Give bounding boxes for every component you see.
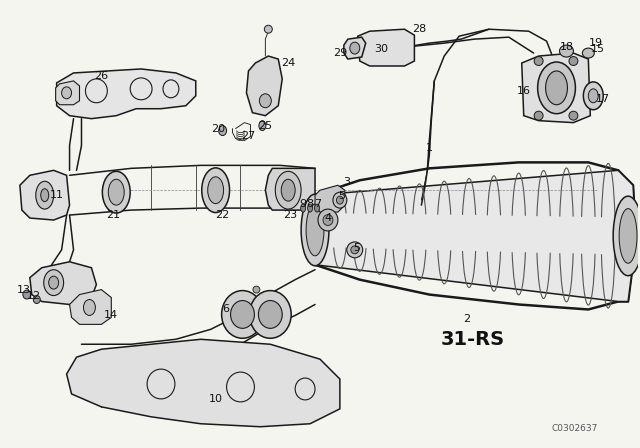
Polygon shape (20, 170, 70, 220)
Text: 25: 25 (259, 121, 273, 131)
Text: 7: 7 (314, 199, 321, 209)
Text: 11: 11 (50, 190, 63, 200)
Text: 6: 6 (222, 305, 229, 314)
Ellipse shape (306, 204, 324, 256)
Ellipse shape (202, 168, 230, 212)
Ellipse shape (534, 56, 543, 65)
Ellipse shape (583, 82, 604, 110)
Ellipse shape (582, 48, 595, 58)
Text: 29: 29 (333, 48, 347, 58)
Ellipse shape (308, 204, 312, 212)
Ellipse shape (350, 42, 360, 54)
Ellipse shape (102, 171, 130, 213)
Ellipse shape (108, 179, 124, 205)
Polygon shape (30, 262, 97, 305)
Ellipse shape (333, 192, 347, 208)
Text: 30: 30 (374, 44, 388, 54)
Ellipse shape (221, 291, 263, 338)
Ellipse shape (347, 242, 363, 258)
Polygon shape (522, 53, 590, 123)
Text: 31-RS: 31-RS (440, 330, 505, 349)
Text: 2: 2 (463, 314, 470, 324)
Ellipse shape (23, 290, 31, 299)
Ellipse shape (83, 300, 95, 315)
Ellipse shape (559, 45, 573, 57)
Text: 22: 22 (216, 210, 230, 220)
Ellipse shape (301, 204, 305, 212)
Text: 24: 24 (281, 58, 295, 68)
Text: C0302637: C0302637 (551, 424, 598, 433)
Ellipse shape (44, 270, 63, 296)
Ellipse shape (33, 296, 40, 303)
Ellipse shape (253, 286, 260, 293)
Ellipse shape (538, 62, 575, 114)
Ellipse shape (323, 215, 333, 225)
Ellipse shape (301, 194, 329, 266)
Text: 23: 23 (283, 210, 297, 220)
Polygon shape (315, 185, 345, 212)
Ellipse shape (49, 276, 59, 289)
Text: 19: 19 (589, 38, 604, 48)
Text: 18: 18 (559, 42, 573, 52)
Ellipse shape (250, 291, 291, 338)
Text: 17: 17 (596, 94, 611, 104)
Ellipse shape (619, 209, 637, 263)
Ellipse shape (569, 56, 578, 65)
Text: 28: 28 (412, 24, 426, 34)
Text: 12: 12 (27, 291, 41, 301)
Ellipse shape (275, 171, 301, 209)
Text: 27: 27 (241, 130, 255, 141)
Polygon shape (70, 289, 111, 324)
Polygon shape (67, 339, 340, 427)
Ellipse shape (569, 111, 578, 120)
Polygon shape (315, 170, 636, 302)
Text: 10: 10 (209, 394, 223, 404)
Text: 4: 4 (324, 213, 332, 223)
Text: 5: 5 (353, 243, 360, 253)
Text: 8: 8 (307, 199, 314, 209)
Ellipse shape (230, 301, 255, 328)
Polygon shape (56, 81, 79, 105)
Polygon shape (358, 29, 415, 66)
Ellipse shape (264, 25, 272, 33)
Ellipse shape (351, 246, 359, 254)
Text: 9: 9 (300, 199, 307, 209)
Ellipse shape (208, 177, 223, 204)
Ellipse shape (613, 196, 640, 276)
Polygon shape (57, 69, 196, 119)
Polygon shape (266, 168, 315, 210)
Text: 16: 16 (516, 86, 531, 96)
Ellipse shape (259, 94, 271, 108)
Text: 15: 15 (591, 44, 605, 54)
Text: 1: 1 (426, 143, 433, 154)
Ellipse shape (259, 301, 282, 328)
Text: 26: 26 (94, 71, 108, 81)
Ellipse shape (41, 189, 49, 202)
Ellipse shape (314, 204, 319, 212)
Text: 14: 14 (104, 310, 118, 320)
Ellipse shape (36, 181, 54, 209)
Ellipse shape (534, 111, 543, 120)
Text: 3: 3 (343, 177, 350, 187)
Polygon shape (246, 56, 282, 116)
Ellipse shape (219, 125, 227, 136)
Ellipse shape (588, 89, 598, 103)
Ellipse shape (281, 179, 295, 201)
Text: 5: 5 (339, 191, 346, 201)
Text: 21: 21 (106, 210, 120, 220)
Text: 20: 20 (212, 124, 226, 134)
Text: 13: 13 (17, 284, 31, 295)
Polygon shape (344, 37, 365, 59)
Ellipse shape (545, 71, 568, 105)
Ellipse shape (259, 121, 266, 130)
Ellipse shape (318, 209, 338, 231)
Ellipse shape (61, 87, 72, 99)
Ellipse shape (337, 196, 343, 204)
